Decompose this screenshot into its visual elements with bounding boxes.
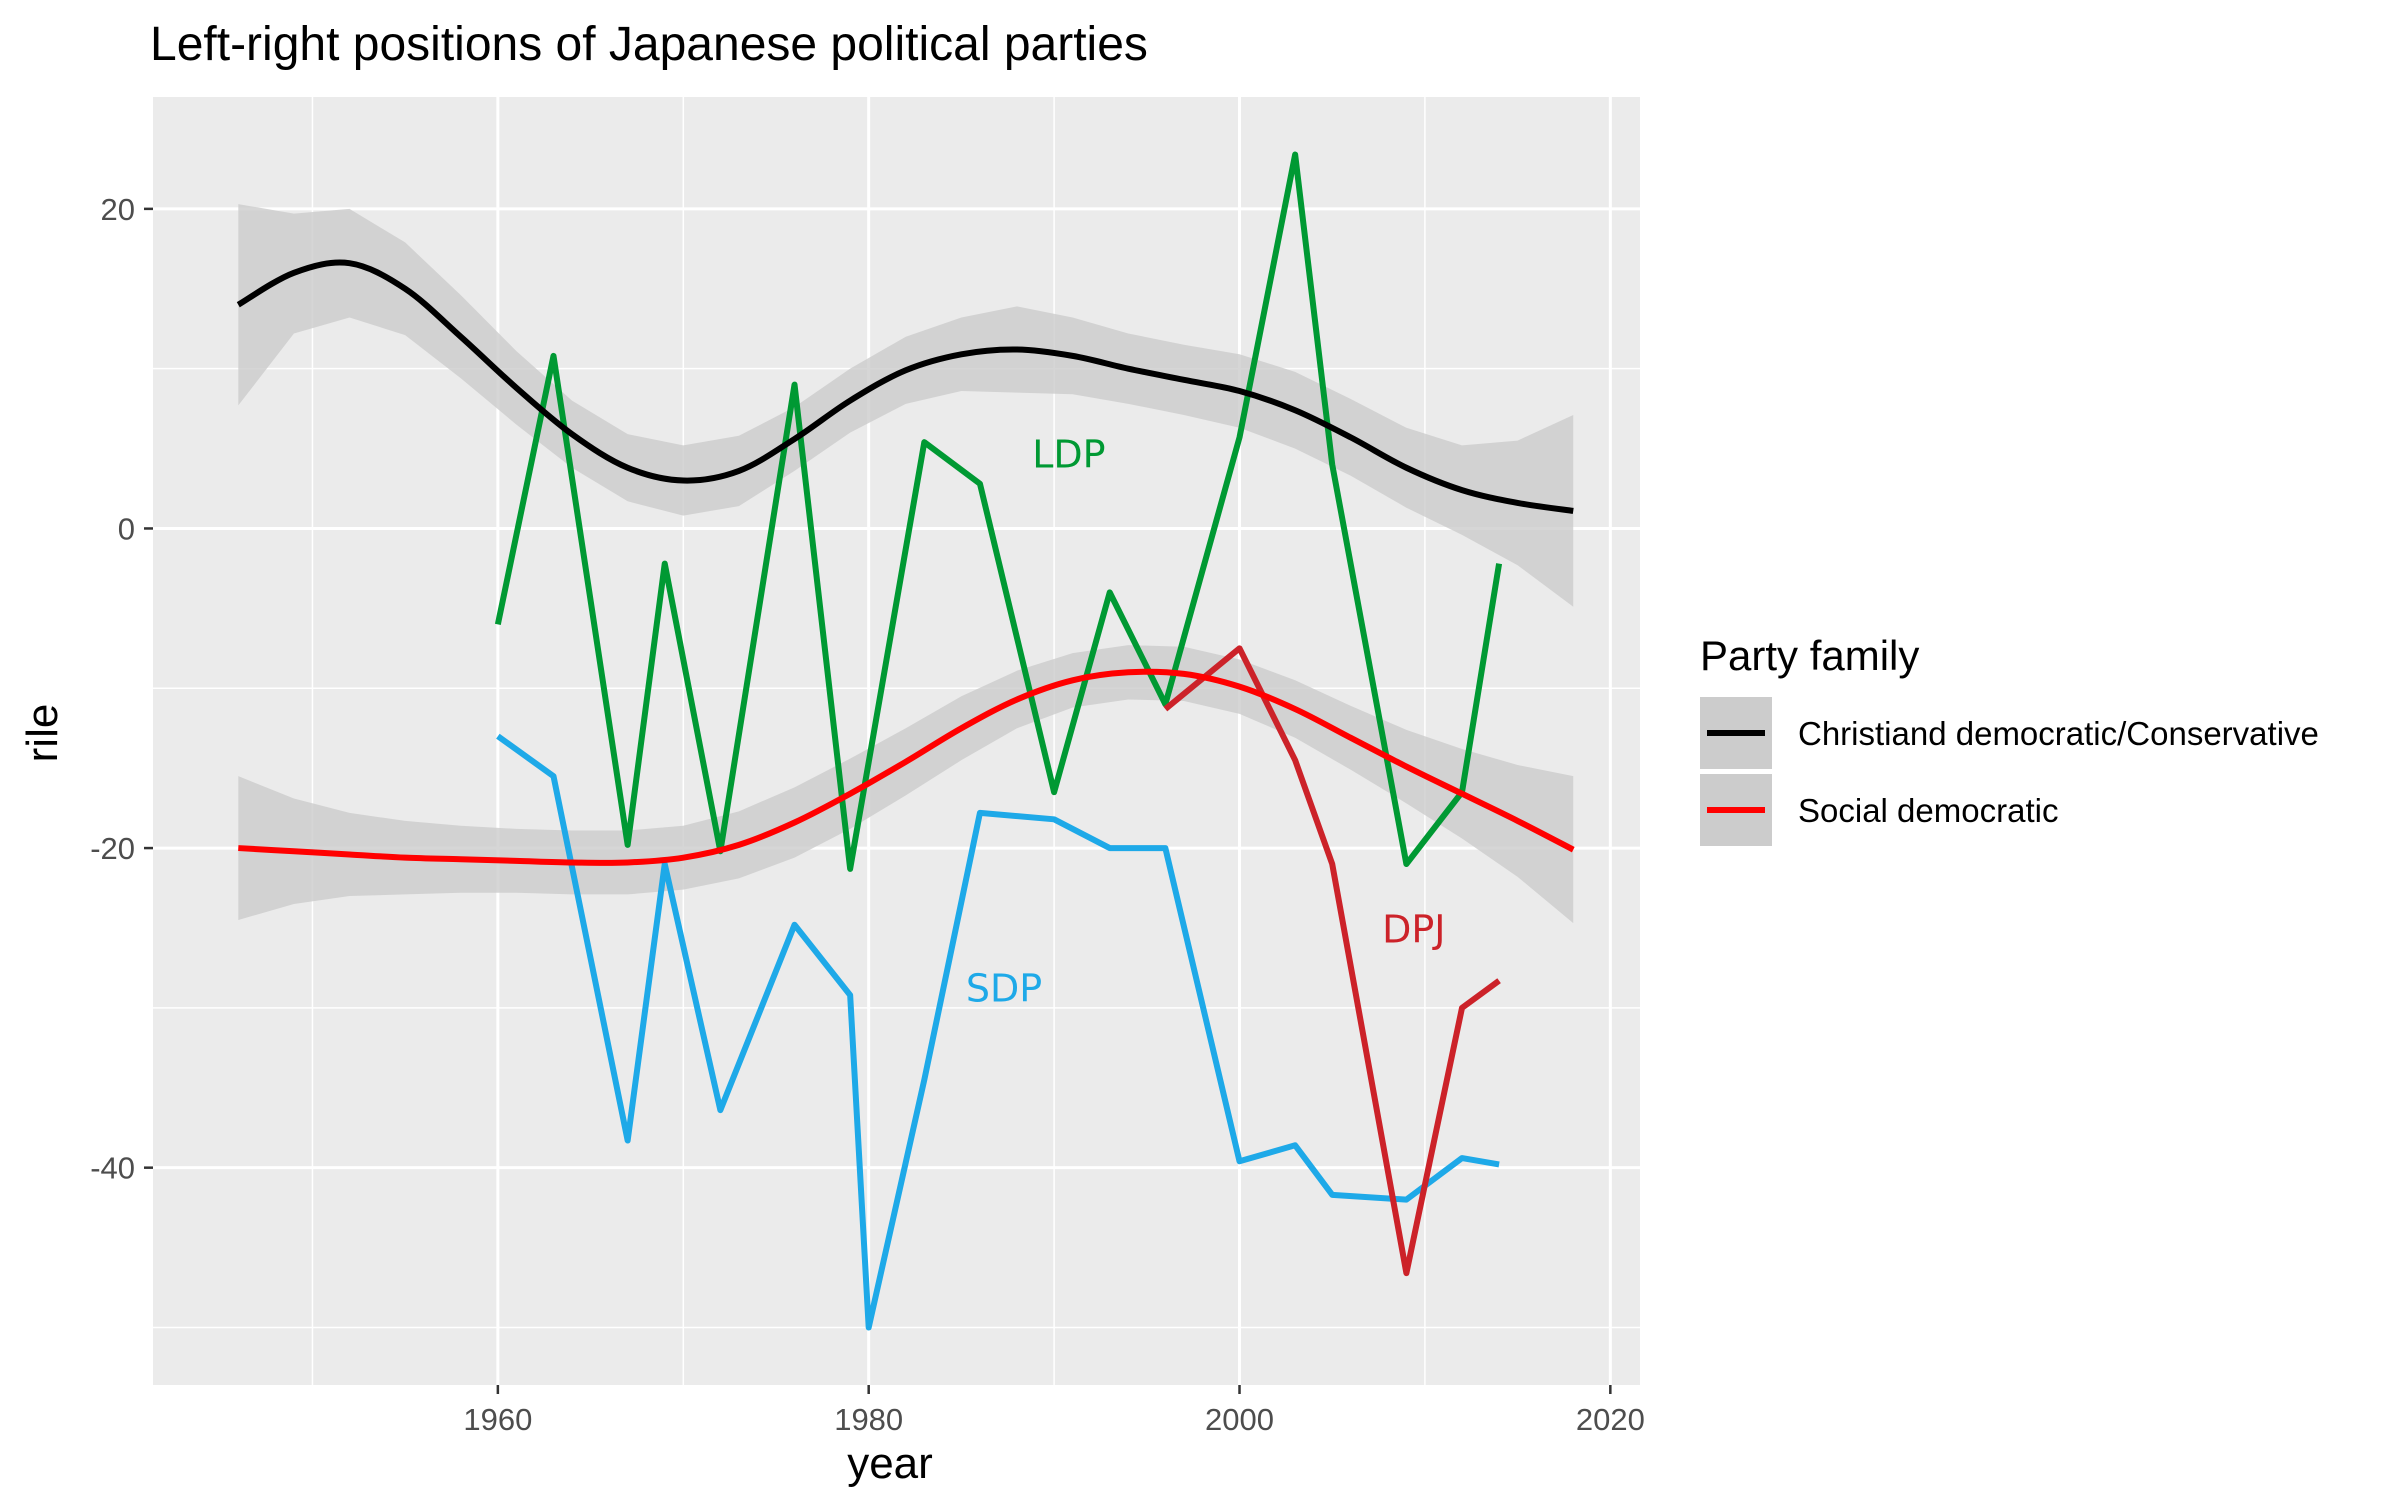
y-tick-label--40: -40 [90,1151,135,1186]
annotation-dpj: DPJ [1382,907,1445,951]
smooth-line-social-democratic [238,668,1575,866]
x-tick-label-1960: 1960 [463,1402,532,1437]
series-line-dpj [1163,645,1501,1277]
x-tick-label-2020: 2020 [1576,1402,1645,1437]
legend-label-conservative: Christiand democratic/Conservative [1798,715,2319,752]
annotation-ldp: LDP [1032,433,1105,477]
annotations: LDP SDP DPJ [966,433,1446,1011]
y-tick-label--20: -20 [90,831,135,866]
x-tick-label-1980: 1980 [834,1402,903,1437]
smooth-lines [236,259,1575,866]
legend-label-social-democratic: Social democratic [1798,792,2058,829]
series-line-sdp [496,733,1500,1331]
series-line-ldp [494,151,1503,872]
annotation-sdp: SDP [966,966,1042,1010]
smooth-line-christiand-democratic-conservative [236,259,1574,514]
band-christiand-democratic-conservative [238,204,1574,607]
x-tick-label-2000: 2000 [1205,1402,1274,1437]
chart-title: Left-right positions of Japanese politic… [150,18,1148,71]
y-tick-label-20: 20 [101,192,135,227]
legend-title: Party family [1700,632,1919,679]
y-axis-title: rile [18,704,67,763]
x-axis-title: year [847,1439,933,1488]
series-lines [494,151,1503,1331]
gridlines [153,97,1640,1385]
y-tick-label-0: 0 [118,511,135,546]
legend: Party family Christiand democratic/Conse… [1700,632,2319,846]
